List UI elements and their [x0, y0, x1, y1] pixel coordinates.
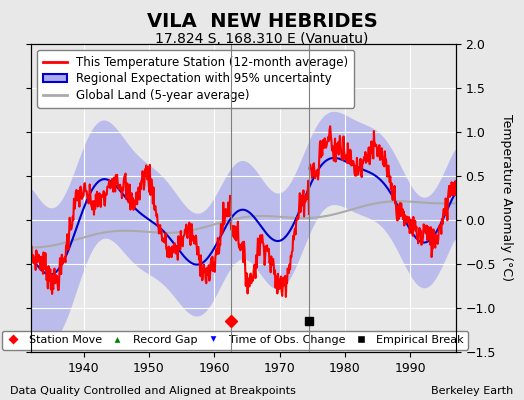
- Text: Data Quality Controlled and Aligned at Breakpoints: Data Quality Controlled and Aligned at B…: [10, 386, 297, 396]
- Text: Berkeley Earth: Berkeley Earth: [431, 386, 514, 396]
- Y-axis label: Temperature Anomaly (°C): Temperature Anomaly (°C): [500, 114, 513, 282]
- Text: 17.824 S, 168.310 E (Vanuatu): 17.824 S, 168.310 E (Vanuatu): [155, 32, 369, 46]
- Text: VILA  NEW HEBRIDES: VILA NEW HEBRIDES: [147, 12, 377, 31]
- Legend: Station Move, Record Gap, Time of Obs. Change, Empirical Break: Station Move, Record Gap, Time of Obs. C…: [2, 331, 468, 350]
